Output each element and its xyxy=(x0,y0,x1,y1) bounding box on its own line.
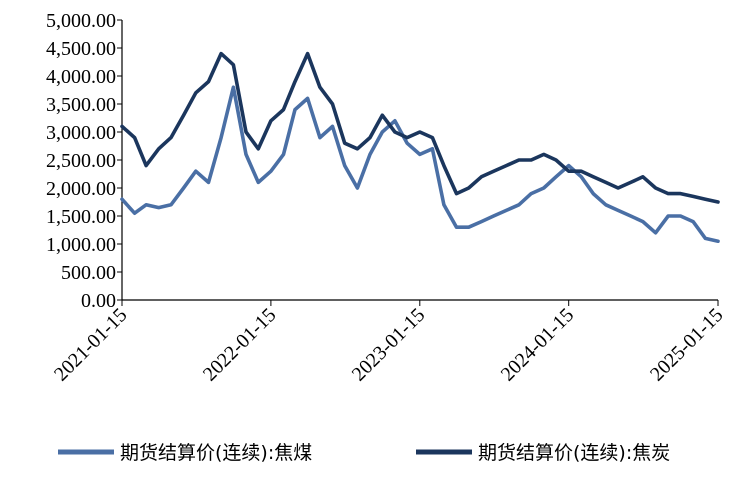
y-tick-label: 4,000.00 xyxy=(46,66,116,88)
y-tick-label: 3,500.00 xyxy=(46,94,116,116)
x-tick-label: 2025-01-15 xyxy=(646,304,728,386)
y-tick-label: 1,000.00 xyxy=(46,234,116,256)
x-tick-label: 2024-01-15 xyxy=(497,304,579,386)
x-tick-label: 2022-01-15 xyxy=(199,304,281,386)
y-tick-label: 5,000.00 xyxy=(46,10,116,32)
y-tick-label: 4,500.00 xyxy=(46,38,116,60)
y-axis: 0.00 500.00 1,000.00 1,500.00 2,000.00 2,500.… xyxy=(46,10,123,312)
series-line-2 xyxy=(120,51,720,204)
plot-series xyxy=(120,51,720,243)
y-tick-label: 500.00 xyxy=(61,262,116,284)
y-tick-label: 0.00 xyxy=(81,290,116,312)
x-axis: 2021-01-15 2022-01-15 2023-01-15 2024-01-15… xyxy=(50,299,728,386)
legend: 期货结算价(连续):焦煤 期货结算价(连续):焦炭 xyxy=(58,442,670,464)
y-tick-label: 1,500.00 xyxy=(46,206,116,228)
x-tick-label: 2023-01-15 xyxy=(348,304,430,386)
y-tick-label: 2,500.00 xyxy=(46,150,116,172)
x-tick-label: 2021-01-15 xyxy=(50,304,132,386)
series-line-1 xyxy=(120,85,720,243)
legend-label-1: 期货结算价(连续):焦煤 xyxy=(120,442,312,464)
y-tick-label: 3,000.00 xyxy=(46,122,116,144)
y-tick-label: 2,000.00 xyxy=(46,178,116,200)
legend-label-2: 期货结算价(连续):焦炭 xyxy=(478,442,670,464)
